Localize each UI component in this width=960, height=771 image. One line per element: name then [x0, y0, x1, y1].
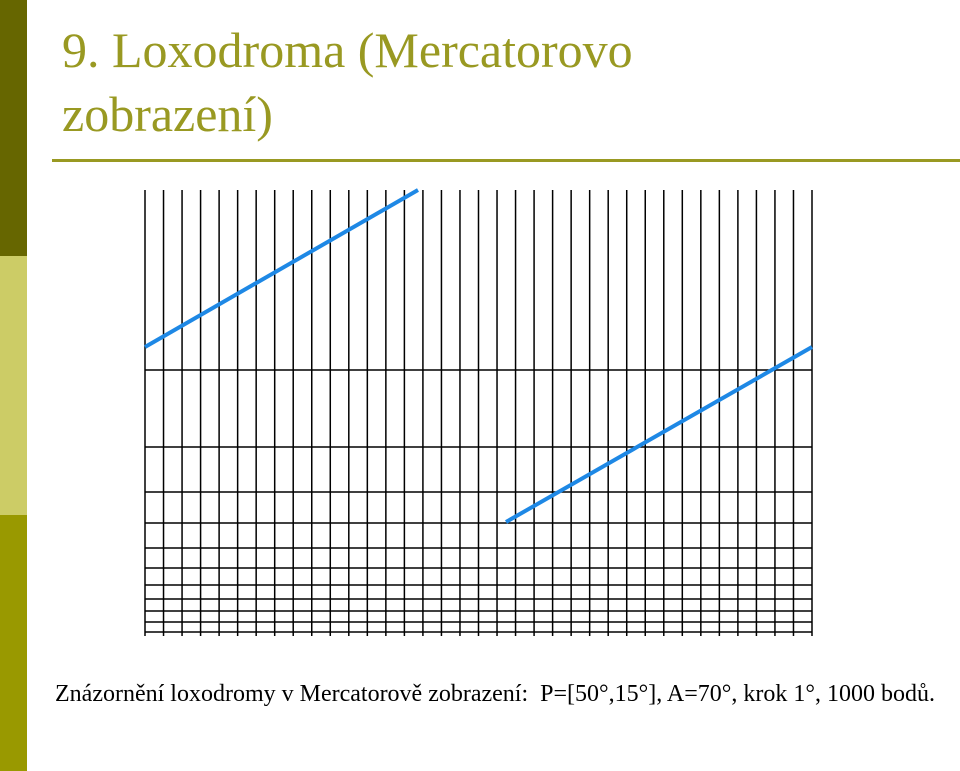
title-rule [52, 159, 960, 162]
side-bar-bottom [0, 515, 27, 771]
loxodrome-segment [144, 188, 419, 349]
loxodrome-segment [505, 345, 813, 524]
side-bar-top [0, 0, 27, 256]
side-bar-middle [0, 256, 27, 515]
slide-title: 9. Loxodroma (Mercatorovo zobrazení) [62, 22, 633, 142]
grid [144, 190, 813, 636]
caption: Znázornění loxodromy v Mercatorově zobra… [55, 681, 935, 707]
